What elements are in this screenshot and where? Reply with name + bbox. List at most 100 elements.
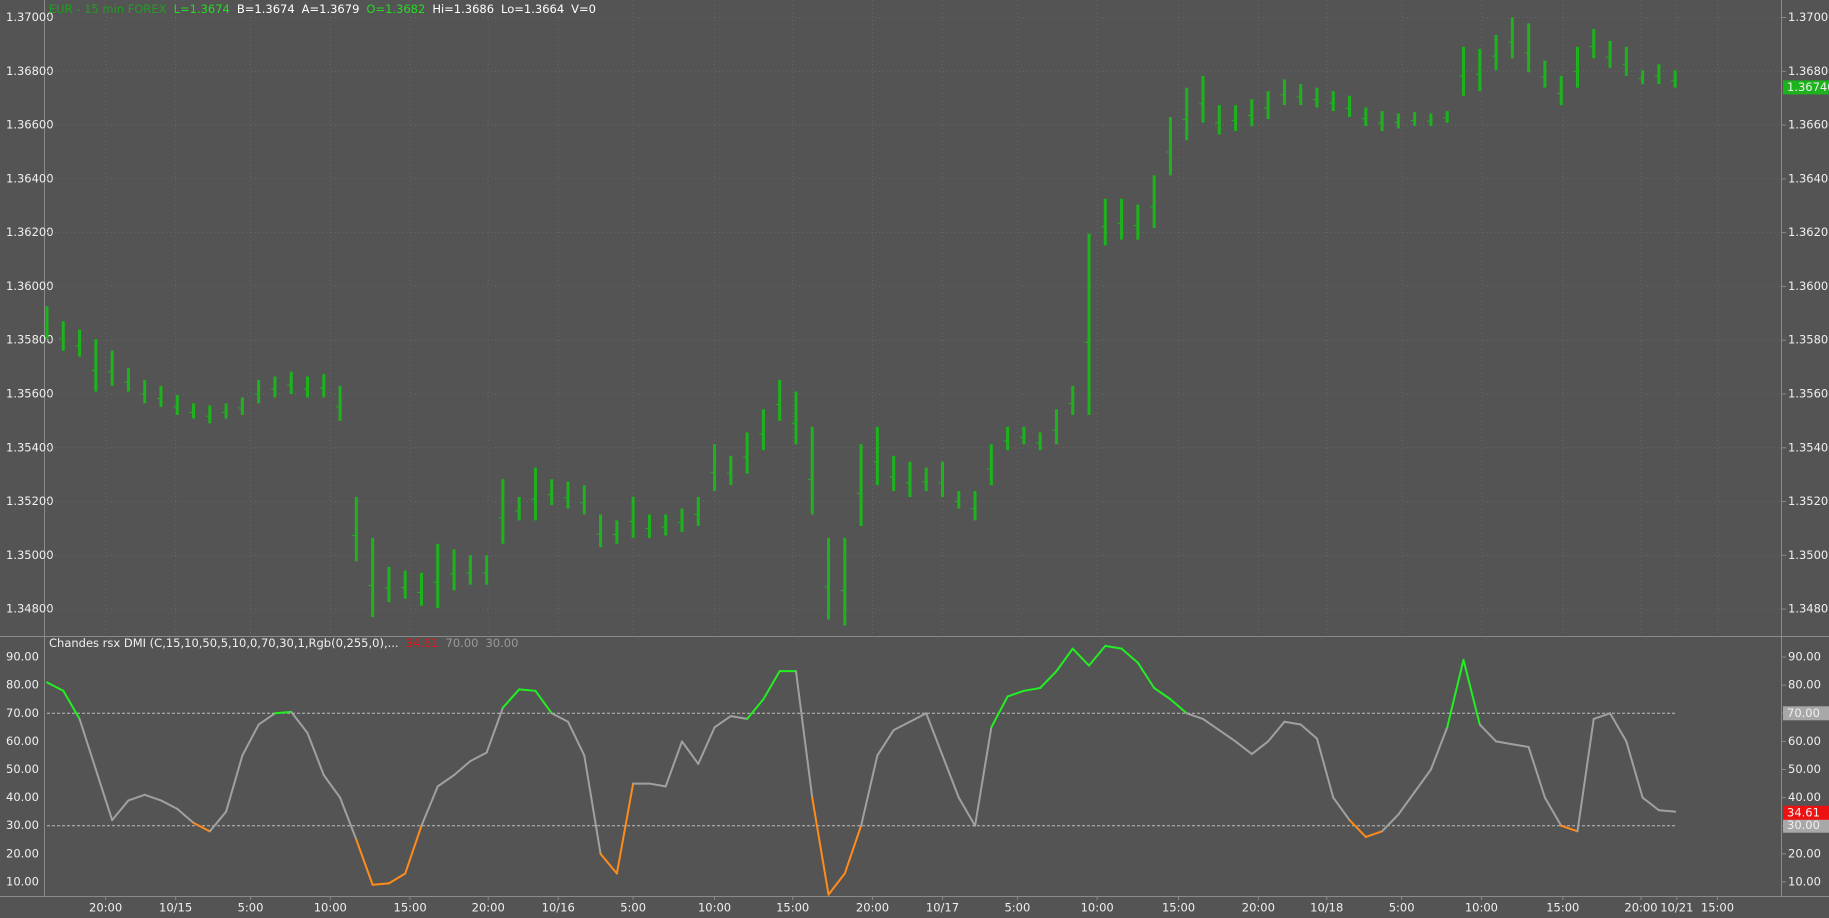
indicator-segment xyxy=(273,710,293,715)
indicator-segment xyxy=(925,712,944,757)
indicator-segment xyxy=(518,688,537,692)
indicator-segment xyxy=(1381,813,1400,833)
price-bar xyxy=(631,496,635,538)
indicator-segment xyxy=(550,712,570,723)
price-bar xyxy=(1054,409,1058,445)
price-bar xyxy=(843,537,847,626)
y-tick-label-right: 1.35000 xyxy=(1788,548,1829,562)
price-bar xyxy=(908,461,912,497)
indicator-segment xyxy=(420,785,439,827)
indicator-segment xyxy=(1527,746,1546,799)
price-bar xyxy=(1575,46,1579,88)
indicator-segment xyxy=(1022,687,1042,692)
x-tick-label: 5:00 xyxy=(1004,901,1030,915)
price-bar xyxy=(1234,105,1238,131)
indicator-segment xyxy=(1283,720,1302,726)
y-tick-label-right: 40.00 xyxy=(1788,790,1821,804)
x-tick-label: 20:00 xyxy=(472,901,505,915)
price-bar xyxy=(468,555,472,585)
x-tick-label: 20:00 xyxy=(1242,901,1275,915)
indicator-segment xyxy=(1478,723,1498,743)
indicator-segment xyxy=(599,852,618,875)
indicator-segment xyxy=(713,715,732,729)
price-bar xyxy=(680,508,684,532)
indicator-segment xyxy=(1543,796,1563,827)
price-bar xyxy=(1282,79,1286,106)
y-tick-label-left: 80.00 xyxy=(6,678,39,692)
price-bar xyxy=(1559,75,1563,106)
indicator-segment xyxy=(1364,830,1384,838)
value-box-label: 1.36740 xyxy=(1787,80,1829,94)
price-bar xyxy=(1266,91,1270,120)
y-tick-label-right: 1.37000 xyxy=(1788,10,1829,24)
indicator-segment xyxy=(143,793,162,802)
price-bar xyxy=(175,395,179,415)
indicator-segment xyxy=(680,740,700,765)
y-tick-label-right: 1.35400 xyxy=(1788,440,1829,454)
indicator-segment xyxy=(1104,644,1123,650)
y-tick-label-left: 10.00 xyxy=(6,874,39,888)
quote-field: A=1.3679 xyxy=(302,2,360,16)
indicator-segment xyxy=(192,821,211,833)
price-bar xyxy=(78,329,82,357)
indicator-segment xyxy=(1267,720,1286,743)
y-tick-label-left: 1.35600 xyxy=(6,386,54,400)
y-tick-label-right: 90.00 xyxy=(1788,650,1821,664)
y-tick-label-right: 20.00 xyxy=(1788,846,1821,860)
indicator-segment xyxy=(1641,796,1660,812)
y-tick-label-left: 1.35000 xyxy=(6,548,54,562)
price-bar xyxy=(1608,40,1612,68)
indicator-segment xyxy=(1348,819,1367,838)
y-tick-label-right: 1.34800 xyxy=(1788,602,1829,616)
indicator-segment xyxy=(1153,687,1172,701)
price-bar xyxy=(45,306,49,340)
indicator-segment xyxy=(990,695,1009,729)
x-tick-label: 5:00 xyxy=(1389,901,1415,915)
price-bar xyxy=(1152,175,1156,229)
price-bar xyxy=(1657,64,1661,85)
price-bar xyxy=(452,549,456,591)
indicator-segment xyxy=(290,710,309,734)
price-bar xyxy=(306,376,310,398)
indicator-segment xyxy=(729,715,749,720)
y-tick-label-left: 1.34800 xyxy=(6,602,54,616)
indicator-segment xyxy=(746,698,765,720)
y-tick-label-left: 1.35200 xyxy=(6,494,54,508)
x-tick-label: 20:00 xyxy=(1624,901,1657,915)
price-bar xyxy=(1087,233,1091,415)
price-bar xyxy=(159,385,163,407)
indicator-segment xyxy=(1185,712,1204,720)
indicator-segment xyxy=(1592,712,1612,720)
value-box-label: 34.61 xyxy=(1787,805,1820,819)
indicator-segment xyxy=(1560,824,1579,833)
indicator-segment xyxy=(322,774,342,799)
indicator-segment xyxy=(241,723,260,757)
price-bar xyxy=(436,543,440,609)
price-bar xyxy=(892,455,896,492)
price-bar xyxy=(664,514,668,536)
price-bar xyxy=(517,496,521,521)
y-tick-label-right: 1.35200 xyxy=(1788,494,1829,508)
price-bar xyxy=(143,379,147,404)
indicator-segment xyxy=(974,726,993,827)
x-tick-label: 20:00 xyxy=(89,901,122,915)
indicator-segment xyxy=(469,751,488,763)
indicator-segment xyxy=(1202,717,1221,732)
y-tick-label-right: 1.35600 xyxy=(1788,386,1829,400)
price-bar xyxy=(1022,426,1026,445)
indicator-segment xyxy=(176,807,195,824)
price-bar xyxy=(126,368,130,392)
indicator-segment xyxy=(111,799,130,822)
indicator-segment xyxy=(485,706,504,754)
price-bar xyxy=(322,374,326,398)
price-bar xyxy=(810,426,814,515)
y-tick-label-left: 1.36000 xyxy=(6,279,54,293)
price-bar xyxy=(1624,46,1628,76)
x-tick-label: 10/16 xyxy=(542,901,575,915)
indicator-value: 34.61 xyxy=(406,636,439,650)
value-box-label: 70.00 xyxy=(1787,706,1820,720)
indicator-segment xyxy=(1397,791,1416,816)
y-tick-label-left: 1.35800 xyxy=(6,333,54,347)
price-bar xyxy=(713,444,717,492)
